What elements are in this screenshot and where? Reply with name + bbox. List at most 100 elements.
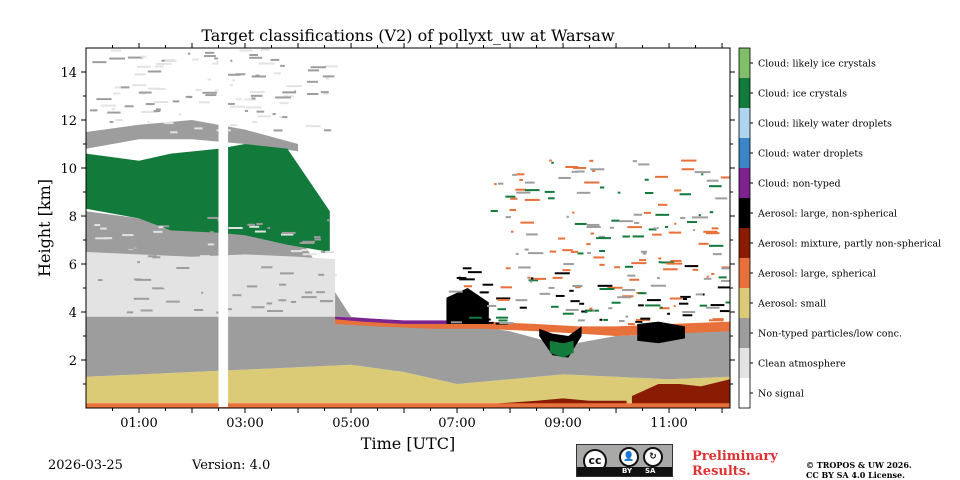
speckle-1-108 — [91, 301, 96, 304]
speckle-2-103 — [663, 268, 678, 271]
speckle-3-63 — [524, 248, 529, 251]
speckle-2-13 — [459, 278, 475, 281]
speckle-2-56 — [572, 285, 583, 288]
speckle-3-37 — [653, 227, 656, 230]
speckle-1-43 — [238, 274, 254, 277]
speckle-0-84 — [115, 119, 123, 122]
speckle-3-59 — [494, 183, 497, 186]
colorbar-segment — [739, 138, 750, 168]
speckle-0-103 — [205, 94, 217, 97]
speckle-1-83 — [267, 227, 270, 230]
layer-0 — [86, 364, 730, 404]
speckle-2-42 — [570, 300, 580, 303]
speckle-3-55 — [516, 173, 525, 176]
speckle-0-41 — [273, 72, 281, 75]
colorbar-label: Aerosol: mixture, partly non-spherical — [757, 239, 941, 250]
speckle-2-71 — [515, 299, 528, 302]
speckle-2-30 — [552, 276, 563, 279]
speckle-3-33 — [611, 219, 620, 222]
preliminary-line1: Preliminary — [692, 449, 778, 464]
speckle-1-101 — [133, 297, 150, 300]
speckle-3-7 — [708, 244, 724, 247]
speckle-0-70 — [283, 95, 295, 98]
speckle-1-3 — [126, 311, 134, 314]
speckle-1-33 — [152, 287, 165, 290]
speckle-1-57 — [144, 303, 149, 306]
speckle-1-36 — [207, 216, 221, 219]
speckle-0-90 — [229, 84, 234, 87]
speckle-3-79 — [519, 178, 523, 181]
speckle-2-82 — [497, 298, 510, 301]
speckle-3-20 — [668, 231, 682, 234]
speckle-3-19 — [565, 166, 579, 169]
speckle-0-108 — [320, 91, 329, 94]
cc-license-badge[interactable]: cc 👤 ↻ BY SA — [576, 444, 673, 477]
speckle-1-59 — [246, 285, 258, 288]
speckle-2-0 — [659, 307, 670, 310]
speckle-3-51 — [703, 230, 718, 233]
y-tick-label: 14 — [60, 66, 77, 81]
layer-13 — [335, 316, 447, 324]
speckle-2-95 — [499, 322, 514, 325]
speckle-2-86 — [682, 314, 693, 317]
speckle-0-53 — [96, 98, 112, 101]
speckle-1-16 — [103, 298, 119, 301]
x-tick-label: 11:00 — [650, 416, 687, 431]
speckle-2-84 — [584, 311, 588, 314]
speckle-2-61 — [706, 306, 720, 309]
speckle-1-75 — [94, 224, 101, 227]
speckle-0-54 — [323, 129, 332, 132]
speckle-1-90 — [308, 285, 312, 288]
speckle-0-20 — [204, 51, 215, 54]
speckle-1-70 — [207, 246, 213, 249]
speckle-1-105 — [312, 284, 317, 287]
speckle-3-84 — [563, 263, 574, 266]
speckle-0-44 — [140, 111, 157, 114]
speckle-2-40 — [477, 318, 491, 321]
speckle-2-51 — [695, 293, 703, 296]
speckle-1-53 — [169, 274, 178, 277]
layer-10 — [549, 340, 574, 358]
speckle-2-65 — [679, 302, 689, 305]
speckle-1-6 — [261, 266, 273, 269]
speckle-0-96 — [138, 91, 152, 94]
speckle-0-65 — [272, 113, 276, 116]
speckle-3-45 — [524, 181, 535, 184]
speckle-0-25 — [225, 73, 241, 76]
colorbar-label: Cloud: likely ice crystals — [758, 59, 876, 70]
speckle-2-108 — [645, 304, 661, 307]
speckle-0-23 — [154, 65, 164, 68]
speckle-2-70 — [706, 275, 709, 278]
speckle-1-77 — [251, 306, 265, 309]
speckle-3-73 — [681, 159, 697, 162]
speckle-2-45 — [635, 319, 650, 322]
x-tick-label: 09:00 — [544, 416, 581, 431]
speckle-3-75 — [706, 179, 719, 182]
speckle-3-23 — [660, 261, 675, 264]
speckle-2-54 — [617, 296, 632, 299]
speckle-3-36 — [573, 166, 587, 169]
speckle-0-26 — [107, 111, 121, 114]
speckle-2-22 — [635, 320, 643, 323]
speckle-2-91 — [682, 311, 696, 314]
speckle-3-24 — [571, 170, 578, 173]
speckle-3-13 — [670, 259, 682, 262]
speckle-3-87 — [586, 225, 601, 228]
speckle-3-2 — [505, 195, 516, 198]
speckle-0-4 — [136, 65, 151, 68]
speckle-1-2 — [153, 305, 167, 308]
speckle-3-82 — [655, 213, 670, 216]
speckle-3-47 — [576, 191, 591, 194]
speckle-3-1 — [648, 228, 657, 231]
speckle-2-92 — [458, 276, 461, 279]
speckle-0-39 — [170, 131, 178, 134]
speckle-3-21 — [680, 216, 686, 219]
speckle-1-98 — [133, 248, 139, 251]
preliminary-notice: Preliminary Results. — [692, 449, 778, 479]
y-axis-ticks: 2 4 6 8 10 12 14 — [60, 66, 735, 385]
speckle-0-13 — [256, 110, 265, 113]
speckle-3-83 — [527, 252, 544, 255]
speckle-0-79 — [110, 49, 122, 52]
speckle-3-40 — [596, 237, 611, 240]
speckle-0-47 — [255, 74, 260, 77]
